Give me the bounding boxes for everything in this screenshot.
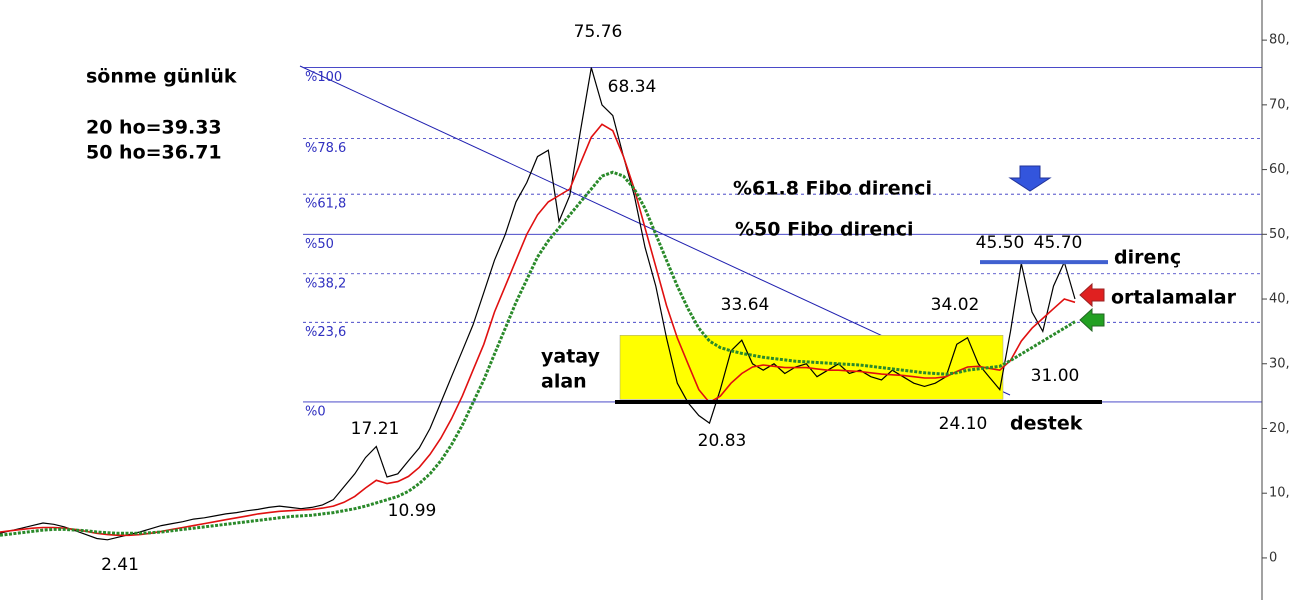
price-label: 2.41 xyxy=(101,555,139,575)
moving-average xyxy=(0,123,1076,537)
price-label: 17.21 xyxy=(351,419,400,439)
range-note: alan xyxy=(541,371,587,393)
y-tick-label: 0 xyxy=(1269,550,1277,565)
price-label: 45.70 xyxy=(1034,233,1083,253)
down-arrow xyxy=(1008,165,1052,192)
price-label: 24.10 xyxy=(939,414,988,434)
fib-label: %0 xyxy=(305,404,326,419)
fib-label: %61,8 xyxy=(305,197,346,212)
fib-label: %100 xyxy=(305,70,342,85)
fib-note: %61.8 Fibo direnci xyxy=(733,178,932,200)
y-tick-label: 10, xyxy=(1269,486,1290,501)
price-label: 68.34 xyxy=(608,77,657,97)
y-tick-label: 60, xyxy=(1269,162,1290,177)
fib-label: %38,2 xyxy=(305,276,346,291)
red-arrow xyxy=(1079,282,1105,308)
y-tick-label: 40, xyxy=(1269,292,1290,307)
price-label: 34.02 xyxy=(931,295,980,315)
range-note: yatay xyxy=(541,346,601,368)
resistance-note: direnç xyxy=(1114,247,1181,269)
y-tick-label: 80, xyxy=(1269,33,1290,48)
y-tick-label: 50, xyxy=(1269,227,1290,242)
fib-label: %78.6 xyxy=(305,141,346,156)
price-line xyxy=(0,67,1076,541)
fib-label: %23,6 xyxy=(305,325,346,340)
price-label: 31.00 xyxy=(1031,366,1080,386)
fib-label: %50 xyxy=(305,237,334,252)
y-tick-label: 30, xyxy=(1269,356,1290,371)
averages-note: ortalamalar xyxy=(1111,287,1237,309)
price-label: 45.50 xyxy=(976,233,1025,253)
y-tick-label: 70, xyxy=(1269,97,1290,112)
price-label: 10.99 xyxy=(388,501,437,521)
ma50-note: 50 ho=36.71 xyxy=(86,142,222,164)
title: sönme günlük xyxy=(86,66,237,88)
range-box xyxy=(619,335,1004,400)
price-label: 33.64 xyxy=(721,295,770,315)
price-label: 20.83 xyxy=(698,431,747,451)
price-label: 75.76 xyxy=(574,22,623,42)
ma20-note: 20 ho=39.33 xyxy=(86,117,222,139)
support-note: destek xyxy=(1010,413,1083,435)
plot: %100 %78.6 %61,8 %50 %38,2 %23,6 %0 xyxy=(0,67,1262,541)
y-tick-label: 20, xyxy=(1269,421,1290,436)
green-arrow xyxy=(1079,307,1105,333)
fib-note: %50 Fibo direnci xyxy=(735,219,914,241)
